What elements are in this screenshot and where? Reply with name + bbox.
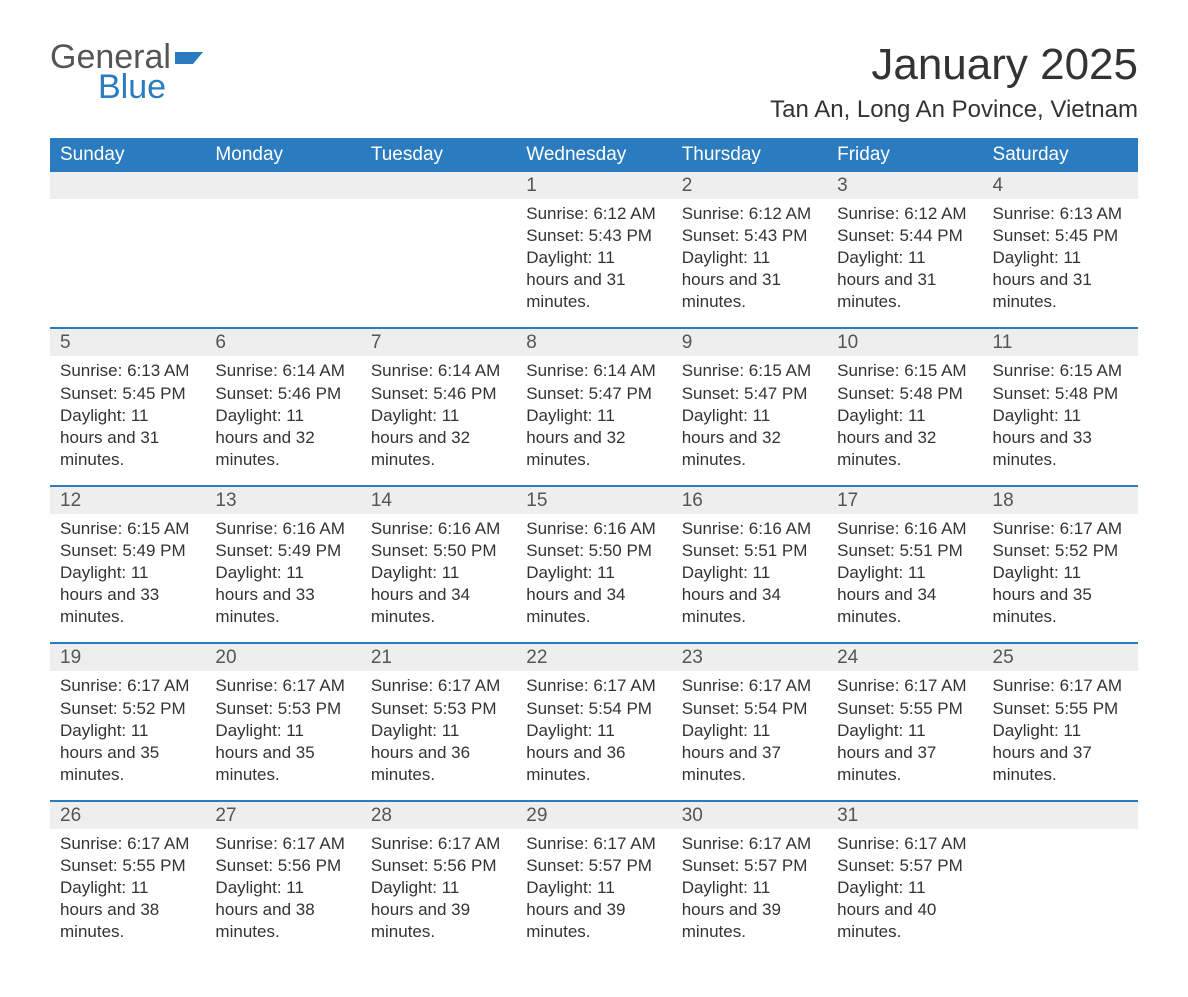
day-number-cell [983, 801, 1138, 829]
day-number-cell: 23 [672, 643, 827, 671]
week-content-row: Sunrise: 6:12 AMSunset: 5:43 PMDaylight:… [50, 199, 1138, 328]
day-header: Friday [827, 138, 982, 172]
day-number-cell: 29 [516, 801, 671, 829]
day-content-cell: Sunrise: 6:17 AMSunset: 5:52 PMDaylight:… [50, 671, 205, 800]
day-number-cell: 30 [672, 801, 827, 829]
day-number-cell [50, 172, 205, 199]
day-number-cell: 28 [361, 801, 516, 829]
day-number-cell: 18 [983, 486, 1138, 514]
logo: General Blue [50, 40, 205, 104]
day-number-cell: 4 [983, 172, 1138, 199]
day-content-cell: Sunrise: 6:16 AMSunset: 5:51 PMDaylight:… [672, 514, 827, 643]
month-title: January 2025 [770, 40, 1138, 90]
calendar-body: 1234Sunrise: 6:12 AMSunset: 5:43 PMDayli… [50, 172, 1138, 957]
day-content-cell: Sunrise: 6:12 AMSunset: 5:43 PMDaylight:… [516, 199, 671, 328]
day-number-cell: 20 [205, 643, 360, 671]
week-daynum-row: 567891011 [50, 328, 1138, 356]
day-content-cell [50, 199, 205, 328]
day-number-cell [361, 172, 516, 199]
day-content-cell: Sunrise: 6:13 AMSunset: 5:45 PMDaylight:… [50, 356, 205, 485]
day-number-cell: 26 [50, 801, 205, 829]
day-number-cell: 21 [361, 643, 516, 671]
day-content-cell: Sunrise: 6:17 AMSunset: 5:53 PMDaylight:… [361, 671, 516, 800]
day-number-cell: 1 [516, 172, 671, 199]
day-header: Saturday [983, 138, 1138, 172]
day-number-cell: 2 [672, 172, 827, 199]
day-number-cell: 11 [983, 328, 1138, 356]
day-content-cell: Sunrise: 6:17 AMSunset: 5:52 PMDaylight:… [983, 514, 1138, 643]
day-content-cell: Sunrise: 6:13 AMSunset: 5:45 PMDaylight:… [983, 199, 1138, 328]
day-content-cell: Sunrise: 6:15 AMSunset: 5:48 PMDaylight:… [827, 356, 982, 485]
day-number-cell: 15 [516, 486, 671, 514]
day-number-cell: 3 [827, 172, 982, 199]
flag-icon [175, 40, 205, 74]
day-content-cell: Sunrise: 6:12 AMSunset: 5:43 PMDaylight:… [672, 199, 827, 328]
week-content-row: Sunrise: 6:15 AMSunset: 5:49 PMDaylight:… [50, 514, 1138, 643]
day-number-cell: 27 [205, 801, 360, 829]
day-number-cell: 12 [50, 486, 205, 514]
day-number-cell: 13 [205, 486, 360, 514]
week-daynum-row: 262728293031 [50, 801, 1138, 829]
day-content-cell: Sunrise: 6:17 AMSunset: 5:54 PMDaylight:… [516, 671, 671, 800]
day-number-cell: 31 [827, 801, 982, 829]
logo-word-2: Blue [98, 70, 205, 104]
day-content-cell: Sunrise: 6:17 AMSunset: 5:57 PMDaylight:… [516, 829, 671, 957]
day-number-cell: 22 [516, 643, 671, 671]
day-header: Sunday [50, 138, 205, 172]
day-header: Thursday [672, 138, 827, 172]
day-content-cell [361, 199, 516, 328]
day-header: Tuesday [361, 138, 516, 172]
calendar-table: SundayMondayTuesdayWednesdayThursdayFrid… [50, 138, 1138, 957]
week-content-row: Sunrise: 6:13 AMSunset: 5:45 PMDaylight:… [50, 356, 1138, 485]
day-content-cell: Sunrise: 6:17 AMSunset: 5:57 PMDaylight:… [827, 829, 982, 957]
day-number-cell: 10 [827, 328, 982, 356]
day-content-cell: Sunrise: 6:14 AMSunset: 5:46 PMDaylight:… [205, 356, 360, 485]
day-content-cell: Sunrise: 6:16 AMSunset: 5:51 PMDaylight:… [827, 514, 982, 643]
day-content-cell [983, 829, 1138, 957]
day-content-cell: Sunrise: 6:17 AMSunset: 5:56 PMDaylight:… [361, 829, 516, 957]
day-header: Monday [205, 138, 360, 172]
day-number-cell: 9 [672, 328, 827, 356]
week-content-row: Sunrise: 6:17 AMSunset: 5:52 PMDaylight:… [50, 671, 1138, 800]
day-content-cell: Sunrise: 6:16 AMSunset: 5:50 PMDaylight:… [361, 514, 516, 643]
week-daynum-row: 19202122232425 [50, 643, 1138, 671]
day-content-cell: Sunrise: 6:17 AMSunset: 5:55 PMDaylight:… [827, 671, 982, 800]
week-content-row: Sunrise: 6:17 AMSunset: 5:55 PMDaylight:… [50, 829, 1138, 957]
location-text: Tan An, Long An Povince, Vietnam [770, 96, 1138, 124]
week-daynum-row: 12131415161718 [50, 486, 1138, 514]
day-number-cell: 24 [827, 643, 982, 671]
page-header: General Blue January 2025 Tan An, Long A… [50, 40, 1138, 124]
day-content-cell: Sunrise: 6:17 AMSunset: 5:57 PMDaylight:… [672, 829, 827, 957]
day-content-cell: Sunrise: 6:17 AMSunset: 5:55 PMDaylight:… [50, 829, 205, 957]
day-number-cell: 17 [827, 486, 982, 514]
day-content-cell: Sunrise: 6:14 AMSunset: 5:46 PMDaylight:… [361, 356, 516, 485]
day-number-cell: 6 [205, 328, 360, 356]
day-content-cell: Sunrise: 6:17 AMSunset: 5:56 PMDaylight:… [205, 829, 360, 957]
day-content-cell: Sunrise: 6:16 AMSunset: 5:50 PMDaylight:… [516, 514, 671, 643]
logo-text: General Blue [50, 40, 205, 104]
day-number-cell: 25 [983, 643, 1138, 671]
day-content-cell: Sunrise: 6:17 AMSunset: 5:55 PMDaylight:… [983, 671, 1138, 800]
day-content-cell: Sunrise: 6:17 AMSunset: 5:53 PMDaylight:… [205, 671, 360, 800]
day-content-cell: Sunrise: 6:15 AMSunset: 5:48 PMDaylight:… [983, 356, 1138, 485]
day-content-cell: Sunrise: 6:15 AMSunset: 5:47 PMDaylight:… [672, 356, 827, 485]
day-number-cell: 14 [361, 486, 516, 514]
day-number-cell [205, 172, 360, 199]
day-header-row: SundayMondayTuesdayWednesdayThursdayFrid… [50, 138, 1138, 172]
title-block: January 2025 Tan An, Long An Povince, Vi… [770, 40, 1138, 124]
day-number-cell: 7 [361, 328, 516, 356]
day-number-cell: 5 [50, 328, 205, 356]
day-content-cell: Sunrise: 6:14 AMSunset: 5:47 PMDaylight:… [516, 356, 671, 485]
day-header: Wednesday [516, 138, 671, 172]
day-content-cell: Sunrise: 6:16 AMSunset: 5:49 PMDaylight:… [205, 514, 360, 643]
day-number-cell: 16 [672, 486, 827, 514]
day-number-cell: 19 [50, 643, 205, 671]
week-daynum-row: 1234 [50, 172, 1138, 199]
day-content-cell: Sunrise: 6:15 AMSunset: 5:49 PMDaylight:… [50, 514, 205, 643]
day-content-cell [205, 199, 360, 328]
day-content-cell: Sunrise: 6:12 AMSunset: 5:44 PMDaylight:… [827, 199, 982, 328]
day-number-cell: 8 [516, 328, 671, 356]
day-content-cell: Sunrise: 6:17 AMSunset: 5:54 PMDaylight:… [672, 671, 827, 800]
